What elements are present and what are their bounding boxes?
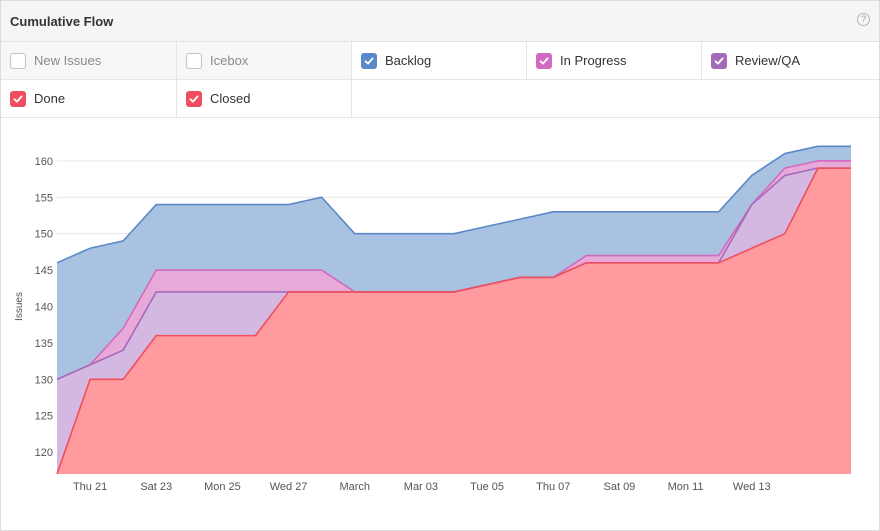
legend-label: New Issues bbox=[34, 53, 102, 68]
legend-item-backlog[interactable]: Backlog bbox=[352, 42, 527, 80]
legend-label: Icebox bbox=[210, 53, 249, 68]
legend-item-done[interactable]: Done bbox=[1, 80, 177, 118]
help-icon[interactable]: ? bbox=[857, 13, 870, 26]
y-axis-title: Issues bbox=[14, 292, 25, 321]
x-tick-label: Thu 21 bbox=[73, 481, 107, 493]
widget-header: Cumulative Flow ? bbox=[1, 1, 879, 42]
checkmark-icon bbox=[13, 95, 23, 102]
legend-item-new-issues[interactable]: New Issues bbox=[1, 42, 177, 80]
checkbox-icon[interactable] bbox=[711, 52, 727, 69]
checkmark-icon bbox=[364, 57, 374, 64]
x-tick-label: March bbox=[339, 481, 370, 493]
checkmark-icon bbox=[714, 57, 724, 64]
checkmark-icon bbox=[189, 95, 199, 102]
x-tick-label: Mon 25 bbox=[204, 481, 241, 493]
y-tick-label: 140 bbox=[35, 302, 53, 314]
line-done bbox=[56, 167, 851, 475]
y-tick-label: 125 bbox=[35, 411, 53, 423]
y-tick-label: 155 bbox=[35, 192, 53, 204]
y-tick-label: 160 bbox=[35, 156, 53, 168]
x-tick-label: Sat 09 bbox=[604, 481, 636, 493]
area-done bbox=[57, 168, 851, 474]
checkbox-icon[interactable] bbox=[536, 52, 552, 69]
x-tick-label: Sat 23 bbox=[140, 481, 172, 493]
y-tick-label: 130 bbox=[35, 374, 53, 386]
y-tick-label: 145 bbox=[35, 265, 53, 277]
checkmark-icon bbox=[539, 57, 549, 64]
y-tick-label: 120 bbox=[35, 447, 53, 459]
legend-item-closed[interactable]: Closed bbox=[177, 80, 352, 118]
legend-label: In Progress bbox=[560, 53, 627, 68]
checkbox-icon[interactable] bbox=[186, 90, 202, 107]
legend-item-review-qa[interactable]: Review/QA bbox=[702, 42, 879, 80]
checkbox-icon[interactable] bbox=[186, 52, 202, 69]
y-tick-label: 135 bbox=[35, 338, 53, 350]
checkbox-icon[interactable] bbox=[361, 52, 377, 69]
checkbox-icon[interactable] bbox=[10, 90, 26, 107]
legend-label: Done bbox=[34, 91, 66, 106]
line-backlog bbox=[56, 145, 851, 264]
chart-area: 120 125 130 135 140 145 150 155 160 Issues Thu 21 S… bbox=[1, 119, 879, 531]
x-tick-label: Mon 11 bbox=[668, 481, 704, 493]
legend-label: Review/QA bbox=[735, 53, 801, 68]
x-tick-label: Wed 27 bbox=[270, 481, 308, 493]
legend-label: Closed bbox=[210, 91, 251, 106]
y-tick-label: 150 bbox=[35, 229, 53, 241]
x-tick-label: Tue 05 bbox=[470, 481, 504, 493]
x-tick-label: Wed 13 bbox=[733, 481, 771, 493]
x-tick-label: Mar 03 bbox=[404, 481, 438, 493]
legend-item-icebox[interactable]: Icebox bbox=[177, 42, 352, 80]
cumulative-flow-chart: 120 125 130 135 140 145 150 155 160 Issues Thu 21 S… bbox=[14, 145, 851, 493]
legend-item-in-progress[interactable]: In Progress bbox=[527, 42, 702, 80]
checkbox-icon[interactable] bbox=[10, 52, 26, 69]
legend-empty-cell bbox=[352, 80, 879, 118]
legend-label: Backlog bbox=[385, 53, 432, 68]
x-tick-label: Thu 07 bbox=[536, 481, 570, 493]
widget-title: Cumulative Flow bbox=[10, 14, 114, 29]
